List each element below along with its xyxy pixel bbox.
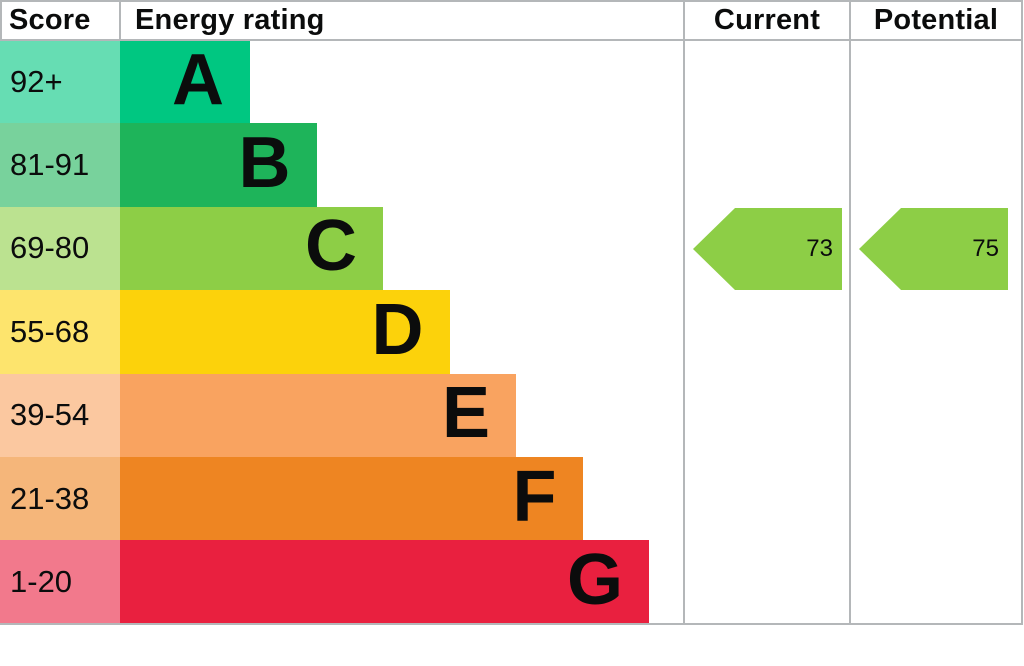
- potential-rating-value: 75: [972, 234, 999, 262]
- left-arrow-icon: [693, 207, 842, 290]
- potential-column-divider: [849, 0, 851, 625]
- band-row-c: 69-80 C: [0, 206, 683, 291]
- score-range-d: 55-68: [0, 290, 120, 374]
- band-row-a: 92+ A: [0, 39, 683, 124]
- band-bar-b: B: [120, 123, 317, 207]
- current-rating-arrow: 73: [693, 207, 842, 290]
- band-letter: C: [305, 206, 357, 287]
- band-bar-a: A: [120, 39, 250, 124]
- score-range-e: 39-54: [0, 373, 120, 457]
- band-letter: G: [566, 540, 623, 621]
- band-row-f: 21-38 F: [0, 456, 683, 541]
- score-range-c: 69-80: [0, 206, 120, 291]
- band-letter: E: [441, 373, 490, 454]
- band-row-g: 1-20 G: [0, 540, 683, 624]
- potential-rating-arrow: 75: [859, 207, 1008, 290]
- left-border-line: [0, 0, 2, 41]
- band-bar-g: G: [120, 540, 649, 624]
- current-rating-value: 73: [806, 234, 833, 262]
- band-row-b: 81-91 B: [0, 123, 683, 207]
- left-arrow-icon: [859, 207, 1008, 290]
- band-letter: D: [371, 289, 424, 370]
- bottom-border-line: [0, 623, 1023, 625]
- score-range-b: 81-91: [0, 123, 120, 207]
- band-bar-f: F: [120, 456, 583, 541]
- header-score: Score: [9, 3, 91, 36]
- header-divider-line: [0, 39, 1023, 41]
- header-potential: Potential: [873, 3, 999, 36]
- band-bar-c: C: [120, 206, 383, 291]
- band-bar-d: D: [120, 289, 450, 374]
- score-range-g: 1-20: [0, 540, 120, 624]
- band-letter: A: [172, 39, 224, 120]
- header-current: Current: [713, 3, 821, 36]
- band-letter: B: [238, 123, 291, 204]
- band-letter: F: [512, 456, 557, 537]
- current-column-divider: [683, 0, 685, 625]
- header-energy-rating: Energy rating: [135, 3, 325, 36]
- band-row-e: 39-54 E: [0, 373, 683, 457]
- score-range-f: 21-38: [0, 457, 120, 541]
- band-row-d: 55-68 D: [0, 289, 683, 374]
- band-bar-e: E: [120, 373, 516, 457]
- right-border-line: [1021, 0, 1023, 625]
- score-range-a: 92+: [0, 40, 120, 124]
- top-border-line: [0, 0, 1023, 2]
- score-column-divider: [119, 0, 121, 41]
